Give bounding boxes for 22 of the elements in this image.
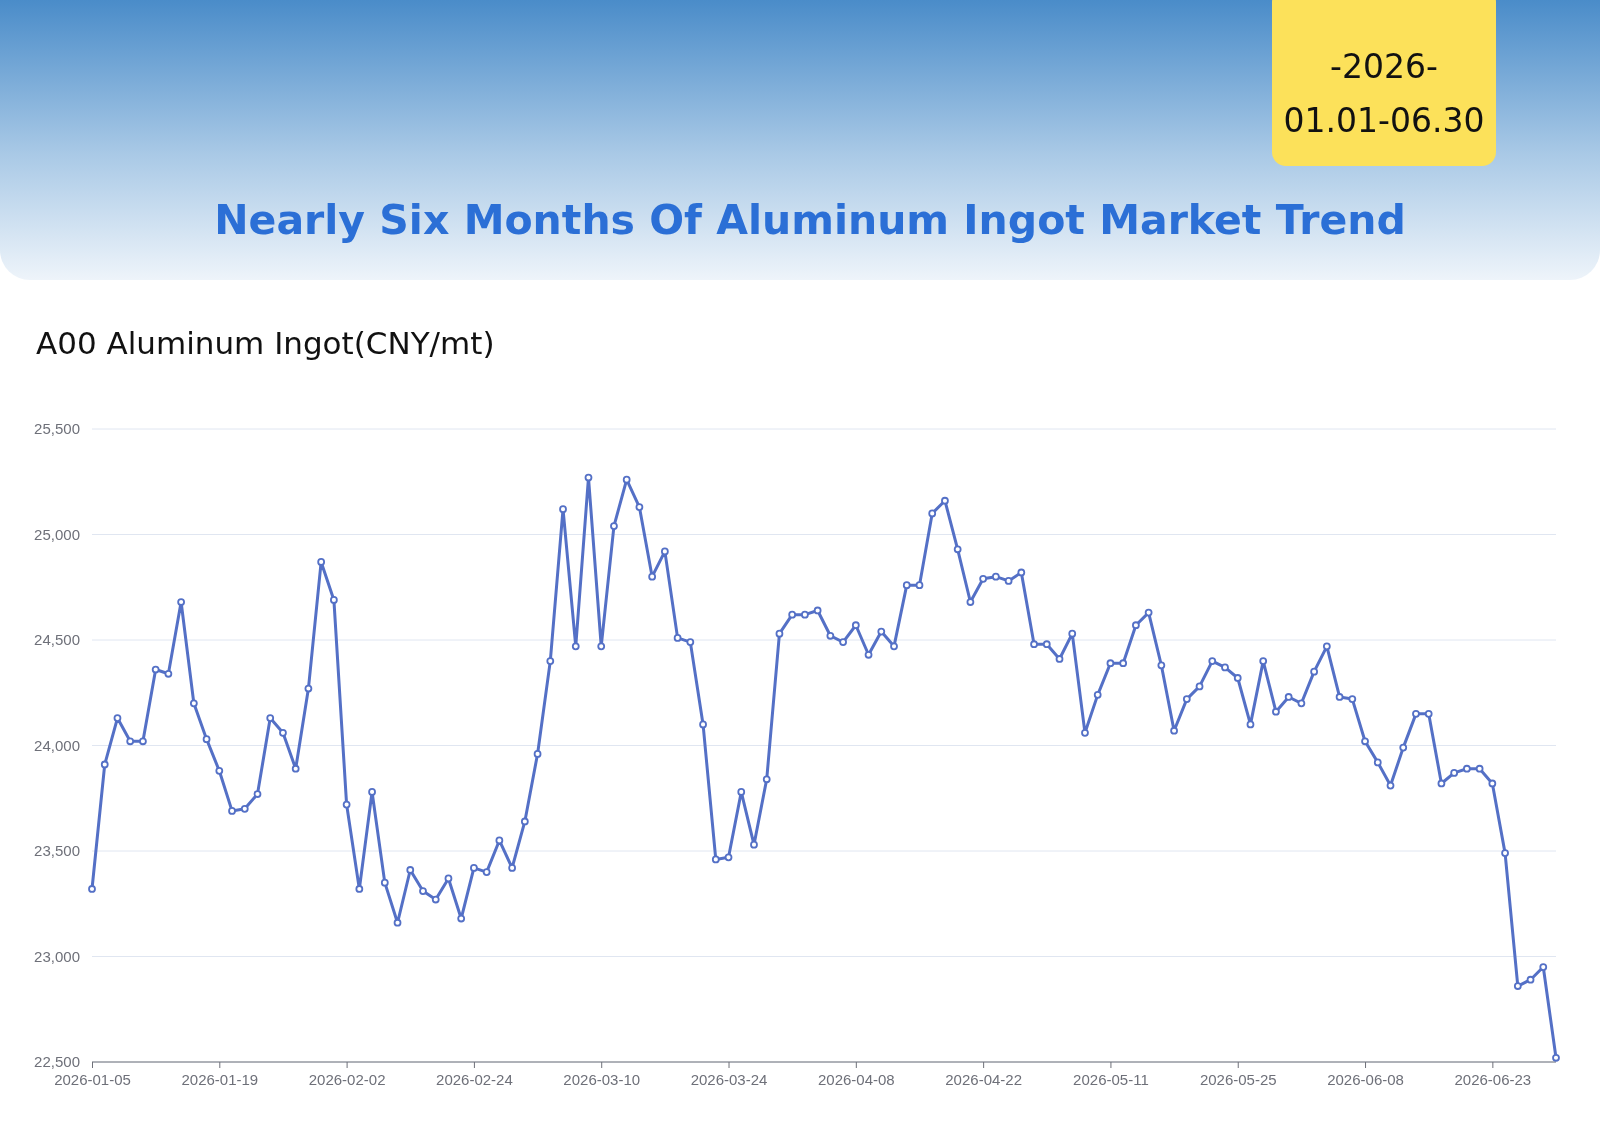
x-tick-label: 2026-02-24: [436, 1070, 513, 1088]
y-tick-label: 23,500: [34, 842, 80, 860]
x-tick-label: 2026-01-05: [54, 1070, 131, 1088]
x-tick-label: 2026-04-22: [945, 1070, 1022, 1088]
x-tick-label: 2026-03-10: [563, 1070, 641, 1088]
x-tick-label: 2026-04-08: [817, 1070, 895, 1088]
date-card: -2026- 01.01-06.30: [1272, 0, 1496, 166]
x-tick-label: 2026-02-02: [308, 1070, 386, 1088]
y-tick-label: 24,500: [34, 631, 80, 649]
chart-subtitle: A00 Aluminum Ingot(CNY/mt): [36, 325, 495, 361]
y-tick-label: 24,000: [34, 736, 80, 754]
y-tick-label: 23,000: [34, 947, 80, 965]
y-tick-label: 25,500: [34, 420, 80, 438]
x-tick-label: 2026-05-25: [1199, 1070, 1277, 1088]
y-tick-label: 25,000: [34, 525, 80, 543]
x-tick-label: 2026-06-08: [1327, 1070, 1404, 1088]
x-tick-label: 2026-03-24: [690, 1070, 768, 1088]
x-tick-label: 2026-01-19: [181, 1070, 259, 1088]
x-tick-label: 2026-06-23: [1454, 1070, 1532, 1088]
chart-title: Nearly Six Months Of Aluminum Ingot Market Trend: [214, 196, 1406, 244]
x-tick-label: 2026-05-11: [1073, 1070, 1149, 1088]
y-tick-label: 22,500: [34, 1053, 80, 1071]
